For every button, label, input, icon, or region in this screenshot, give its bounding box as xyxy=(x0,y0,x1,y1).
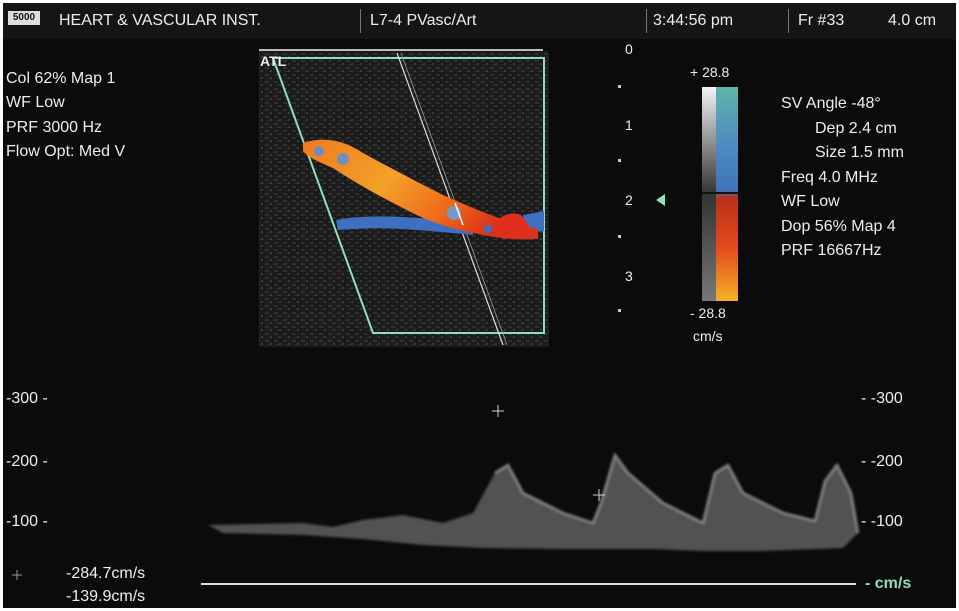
atl-label: ATL xyxy=(260,53,287,69)
doppler-wall-filter-param: WF Low xyxy=(781,193,840,210)
spectral-scale-right-label: - -300 xyxy=(861,390,903,407)
wall-filter-param: WF Low xyxy=(6,94,65,111)
system-logo: 5000 xyxy=(8,11,40,25)
measurement-velocity: -139.9cm/s xyxy=(66,588,146,605)
focus-marker-icon xyxy=(656,194,665,206)
sample-volume-gate[interactable] xyxy=(454,202,464,226)
color-velocity-scale xyxy=(702,87,738,301)
institution-name: HEART & VASCULAR INST. xyxy=(59,12,261,29)
clock-time: 3:44:56 pm xyxy=(653,12,734,29)
depth-tick-label: 2 xyxy=(625,192,633,208)
doppler-gain-param: Dop 56% Map 4 xyxy=(781,218,896,235)
probe-preset: L7-4 PVasc/Art xyxy=(370,12,477,29)
spectral-scale-left-label: -200 - xyxy=(6,453,48,470)
sv-angle-param: SV Angle -48° xyxy=(781,95,881,112)
prf-param: PRF 3000 Hz xyxy=(6,119,103,136)
spectral-waveform xyxy=(12,405,860,580)
flow-opt-param: Flow Opt: Med V xyxy=(6,143,126,160)
velocity-cursor-marker[interactable] xyxy=(492,405,504,417)
depth-minor-tick xyxy=(618,235,621,238)
color-gain-param: Col 62% Map 1 xyxy=(6,70,116,87)
measurement-velocity: -284.7cm/s xyxy=(66,565,146,582)
baseline-unit: - cm/s xyxy=(865,575,912,592)
depth-readout: 4.0 cm xyxy=(888,12,937,29)
sv-depth-param: Dep 2.4 cm xyxy=(815,120,897,137)
velocity-cursor-marker[interactable] xyxy=(12,570,22,580)
depth-minor-tick xyxy=(618,85,621,88)
artery-flow xyxy=(303,139,538,240)
doppler-prf-param: PRF 16667Hz xyxy=(781,242,882,259)
header-divider xyxy=(788,9,789,33)
color-scale-max: + 28.8 xyxy=(690,64,730,80)
depth-minor-tick xyxy=(618,159,621,162)
freq-param: Freq 4.0 MHz xyxy=(781,169,878,186)
frame-number: Fr #33 xyxy=(798,12,845,29)
depth-tick-label: 0 xyxy=(625,41,633,57)
header-divider xyxy=(646,9,647,33)
velocity-cursor-marker[interactable] xyxy=(593,489,605,501)
spectral-scale-left-label: -300 - xyxy=(6,390,48,407)
color-scale-min: - 28.8 xyxy=(690,305,726,321)
spectral-baseline xyxy=(201,583,856,585)
color-doppler-image xyxy=(259,49,549,347)
depth-minor-tick xyxy=(618,309,621,312)
spectral-scale-left-label: -100 - xyxy=(6,513,48,530)
depth-tick-label: 3 xyxy=(625,268,633,284)
color-box[interactable] xyxy=(271,57,545,334)
header-bar: 5000 HEART & VASCULAR INST. L7-4 PVasc/A… xyxy=(3,3,956,39)
sv-size-param: Size 1.5 mm xyxy=(815,144,904,161)
depth-tick-label: 1 xyxy=(625,117,633,133)
spectral-scale-right-label: - -200 xyxy=(861,453,903,470)
color-scale-unit: cm/s xyxy=(693,328,723,344)
ultrasound-screen: 5000 HEART & VASCULAR INST. L7-4 PVasc/A… xyxy=(3,3,956,608)
spectral-scale-right-label: - -100 xyxy=(861,513,903,530)
header-divider xyxy=(360,9,361,33)
